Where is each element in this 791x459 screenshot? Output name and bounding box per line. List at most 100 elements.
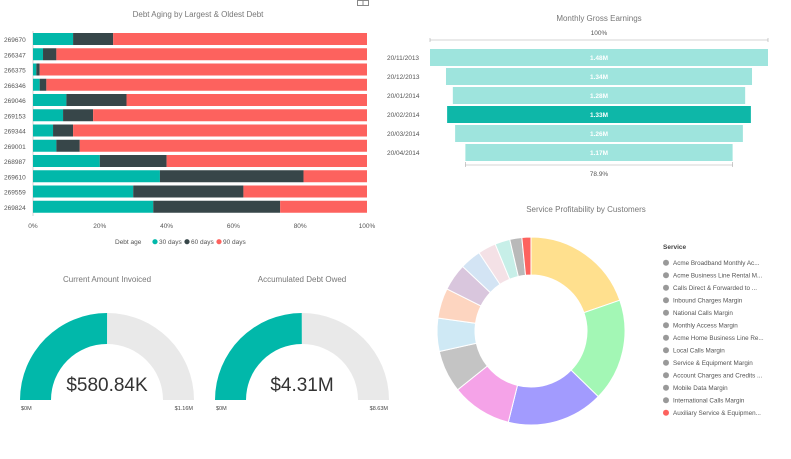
bar-segment-60-days: [63, 109, 94, 122]
donut-slice: [521, 236, 532, 276]
funnel-category-label: 20/02/2014: [387, 112, 420, 119]
chart-title: Monthly Gross Earnings: [556, 14, 641, 23]
bar-segment-90-days: [126, 94, 368, 106]
funnel-bar: [447, 106, 751, 123]
y-tick-label: 269344: [4, 129, 26, 136]
bar-segment-30-days: [33, 124, 54, 137]
funnel-bar: [465, 144, 733, 161]
bar-segment-30-days: [33, 139, 57, 152]
legend-marker: [663, 272, 669, 279]
bar-segment-60-days: [66, 94, 127, 106]
x-tick-label: 80%: [294, 223, 307, 230]
legend-marker: [184, 239, 190, 245]
funnel-bar: [445, 68, 753, 85]
funnel-bar: [430, 49, 768, 66]
bar-segment-60-days: [73, 33, 114, 45]
y-tick-label: 269001: [4, 144, 26, 151]
legend-marker: [663, 359, 669, 366]
gauge-title: Current Amount Invoiced: [63, 275, 151, 284]
chart-title: Service Profitability by Customers: [526, 205, 646, 214]
funnel-value-label: 1.33M: [590, 112, 608, 119]
funnel-bar: [452, 87, 746, 104]
monthly-gross-earnings-funnel: Monthly Gross Earnings 100% 1.48M 20/11/201…: [387, 14, 769, 178]
legend-label: Mobile Data Margin: [673, 385, 728, 392]
bar-segment-90-days: [280, 200, 367, 213]
bar-segment-60-days: [153, 200, 281, 213]
legend-marker: [663, 284, 669, 291]
funnel-value-label: 1.28M: [590, 93, 608, 100]
legend-label: Monthly Access Margin: [673, 323, 738, 330]
bar-segment-30-days: [33, 200, 154, 213]
y-tick-label: 269610: [4, 174, 26, 181]
legend-marker: [216, 239, 222, 245]
debt-aging-chart: Debt Aging by Largest & Oldest Debt 26967…: [4, 10, 376, 246]
legend-label: National Calls Margin: [673, 310, 733, 317]
bar-segment-90-days: [73, 124, 367, 137]
x-tick-label: 40%: [160, 223, 173, 230]
gauge-min-label: $0M: [216, 406, 227, 412]
bar-segment-90-days: [303, 170, 367, 183]
y-tick-label: 269046: [4, 98, 26, 105]
legend-title: Debt age: [115, 239, 142, 246]
gauge-max-label: $8.63M: [370, 406, 389, 412]
bar-segment-90-days: [46, 78, 368, 91]
funnel-top-label: 100%: [591, 30, 608, 37]
funnel-value-label: 1.26M: [590, 131, 608, 138]
funnel-value-label: 1.17M: [590, 150, 608, 157]
bar-segment-60-days: [36, 63, 40, 76]
bar-segment-30-days: [33, 170, 160, 183]
bar-segment-30-days: [33, 155, 100, 167]
bar-segment-60-days: [43, 48, 57, 61]
bar-segment-90-days: [113, 33, 367, 45]
legend-marker: [663, 309, 669, 316]
gauge-value-label: $580.84K: [66, 375, 148, 396]
gauge-fill: [215, 313, 302, 400]
bar-segment-60-days: [53, 124, 74, 137]
current-amount-invoiced-gauge: Current Amount Invoiced $580.84K $0M $1.16M: [20, 275, 194, 412]
gauge-track: [107, 313, 194, 400]
bar-segment-90-days: [93, 109, 368, 122]
y-tick-label: 266375: [4, 68, 26, 75]
legend-marker: [663, 409, 669, 416]
legend-marker: [663, 397, 669, 404]
bar-segment-60-days: [39, 78, 47, 91]
legend-marker: [663, 347, 669, 354]
focus-mode-icon[interactable]: [357, 0, 369, 6]
funnel-category-label: 20/03/2014: [387, 131, 420, 138]
bar-segment-30-days: [33, 185, 134, 198]
funnel-value-label: 1.48M: [590, 55, 608, 62]
legend-marker: [663, 372, 669, 379]
accumulated-debt-owed-gauge: Accumulated Debt Owed $4.31M $0M $8.63M: [215, 275, 389, 412]
legend-marker: [663, 334, 669, 341]
bar-segment-60-days: [133, 185, 244, 198]
funnel-category-label: 20/01/2014: [387, 93, 420, 100]
legend-label: Acme Broadband Monthly Ac...: [673, 260, 760, 267]
y-tick-label: 268987: [4, 159, 26, 166]
x-tick-label: 0%: [28, 223, 38, 230]
chart-title: Debt Aging by Largest & Oldest Debt: [133, 10, 265, 19]
gauge-track: [301, 313, 389, 400]
y-tick-label: 266346: [4, 83, 26, 90]
funnel-category-label: 20/11/2013: [387, 55, 419, 62]
legend-marker: [663, 259, 669, 266]
legend-label: Acme Home Business Line Re...: [673, 335, 764, 342]
legend-label: Acme Business Line Rental M...: [673, 273, 762, 280]
bar-segment-60-days: [56, 139, 80, 152]
funnel-bottom-label: 78.9%: [590, 171, 609, 178]
y-tick-label: 269153: [4, 113, 26, 120]
funnel-category-label: 20/04/2014: [387, 150, 420, 157]
legend-marker: [152, 239, 158, 245]
bar-segment-30-days: [33, 63, 37, 76]
bar-segment-90-days: [39, 63, 368, 76]
legend-label: International Calls Margin: [673, 398, 745, 405]
bar-segment-60-days: [99, 155, 167, 167]
bar-segment-30-days: [33, 78, 40, 91]
gauge-value-label: $4.31M: [270, 375, 333, 396]
y-tick-label: 266347: [4, 52, 26, 59]
legend-marker: [663, 384, 669, 391]
legend-label: Auxiliary Service & Equipmen...: [673, 410, 761, 417]
bar-segment-90-days: [79, 139, 367, 152]
gauge-title: Accumulated Debt Owed: [258, 275, 347, 284]
bar-segment-30-days: [33, 33, 74, 45]
service-profitability-donut: Service Profitability by Customers Servic…: [436, 205, 764, 426]
